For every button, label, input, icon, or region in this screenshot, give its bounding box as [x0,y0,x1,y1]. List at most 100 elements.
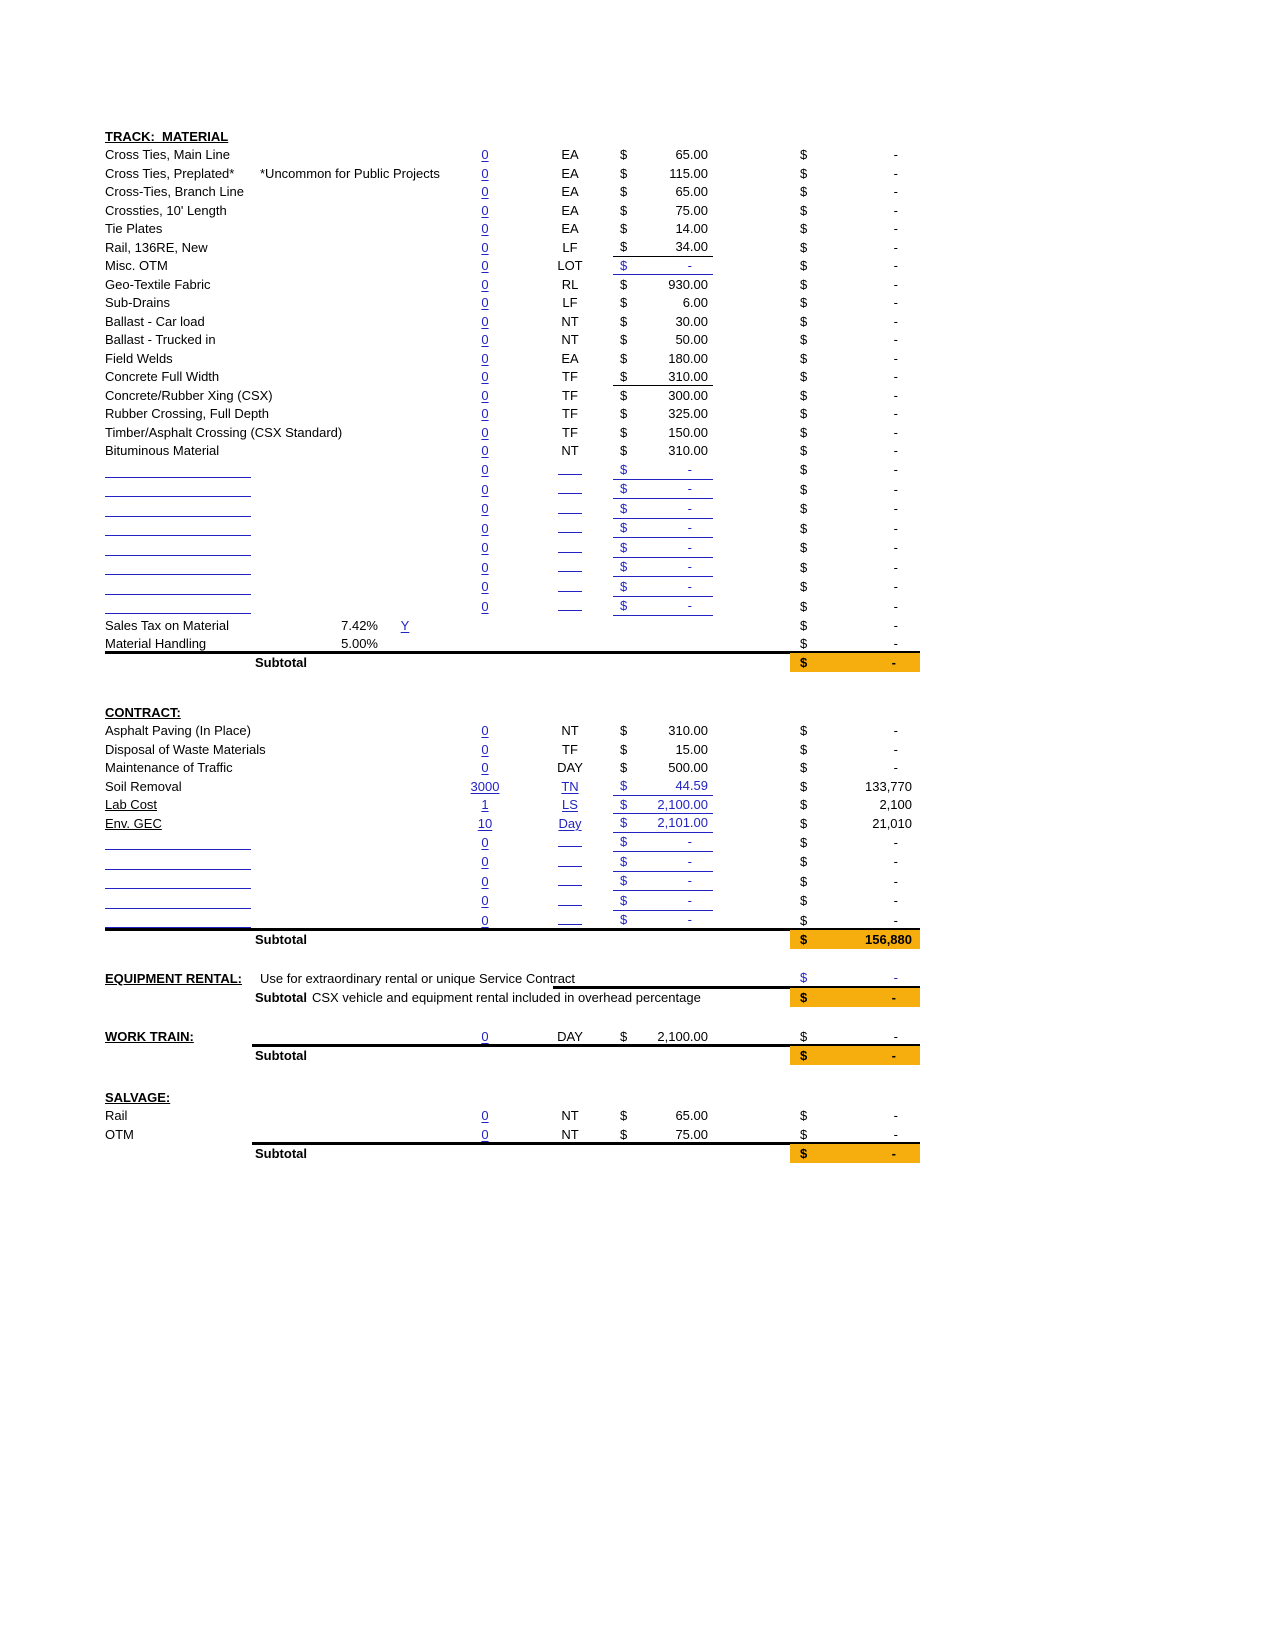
quantity-cell[interactable]: 0 [465,501,505,516]
unit-price-cell[interactable]: $ - [613,480,713,499]
quantity-cell[interactable]: 0 [465,388,505,403]
quantity-cell[interactable]: 0 [465,599,505,614]
quantity-cell[interactable]: 0 [465,221,505,236]
quantity-cell[interactable]: 10 [465,816,505,831]
quantity-value[interactable]: 0 [481,520,489,536]
blank-unit-line[interactable] [558,462,582,475]
quantity-cell[interactable]: 0 [465,521,505,536]
blank-label-line[interactable] [105,598,251,614]
quantity-cell[interactable]: 0 [465,147,505,162]
blank-label-line[interactable] [105,912,251,928]
quantity-cell[interactable]: 0 [465,369,505,384]
blank-label-line[interactable] [105,579,251,595]
quantity-value[interactable]: 0 [481,443,489,459]
quantity-value[interactable]: 0 [481,579,489,595]
blank-unit-line[interactable] [558,854,582,867]
unit-price-cell[interactable]: $ - [613,499,713,519]
unit-cell[interactable] [545,893,595,909]
quantity-value[interactable]: 0 [481,332,489,348]
quantity-cell[interactable]: 0 [465,203,505,218]
quantity-value[interactable]: 0 [481,1126,489,1142]
unit-price-cell[interactable]: $ - [613,538,713,558]
quantity-value[interactable]: 0 [481,387,489,403]
quantity-cell[interactable]: 0 [465,874,505,889]
blank-unit-line[interactable] [558,912,582,926]
quantity-value[interactable]: 0 [481,369,489,385]
unit-price-cell[interactable]: $ - [613,872,713,891]
quantity-value[interactable]: 0 [481,221,489,237]
unit-cell[interactable]: Day [545,816,595,831]
unit-price-cell[interactable]: $ - [613,833,713,852]
quantity-cell[interactable]: 0 [465,540,505,555]
quantity-value[interactable]: 0 [481,406,489,422]
quantity-cell[interactable]: 0 [465,240,505,255]
quantity-value[interactable]: 0 [481,424,489,440]
quantity-value[interactable]: 0 [481,350,489,366]
unit-cell[interactable] [545,834,595,850]
quantity-value[interactable]: 0 [481,258,489,274]
unit-price-cell[interactable]: $ - [613,597,713,616]
unit-price-cell[interactable]: $2,101.00 [613,814,713,833]
unit-cell[interactable] [545,520,595,536]
quantity-value[interactable]: 0 [481,202,489,218]
quantity-cell[interactable]: 0 [465,184,505,199]
blank-unit-line[interactable] [558,520,582,534]
quantity-value[interactable]: 0 [481,912,489,928]
blank-label-line[interactable] [105,540,251,556]
quantity-cell[interactable]: 1 [465,797,505,812]
unit-value[interactable]: TN [561,778,579,794]
quantity-cell[interactable]: 0 [465,258,505,273]
unit-price-cell[interactable]: $ - [613,460,713,480]
quantity-cell[interactable]: 0 [465,425,505,440]
quantity-value[interactable]: 0 [481,295,489,311]
quantity-cell[interactable]: 0 [465,1127,505,1142]
unit-cell[interactable] [545,559,595,575]
blank-unit-line[interactable] [558,559,582,573]
blank-label-line[interactable] [105,854,251,870]
quantity-value[interactable]: 0 [481,760,489,776]
blank-label-line[interactable] [105,481,251,497]
unit-price-cell[interactable]: $44.59 [613,777,713,796]
quantity-cell[interactable]: 0 [465,314,505,329]
quantity-cell[interactable]: 0 [465,835,505,850]
unit-cell[interactable]: TN [545,779,595,794]
unit-value[interactable]: LS [562,797,578,813]
blank-label-line[interactable] [105,559,251,575]
quantity-cell[interactable]: 0 [465,760,505,775]
blank-unit-line[interactable] [558,481,582,495]
quantity-value[interactable]: 0 [481,854,489,870]
quantity-cell[interactable]: 0 [465,579,505,594]
quantity-value[interactable]: 0 [481,559,489,575]
blank-label-line[interactable] [105,834,251,850]
quantity-value[interactable]: 0 [481,239,489,255]
quantity-cell[interactable]: 0 [465,893,505,908]
blank-label-line[interactable] [105,501,251,517]
unit-cell[interactable] [545,854,595,870]
unit-cell[interactable] [545,598,595,614]
quantity-value[interactable]: 0 [481,723,489,739]
quantity-cell[interactable]: 0 [465,482,505,497]
quantity-cell[interactable]: 0 [465,1029,505,1044]
unit-price-cell[interactable]: $ - [613,519,713,538]
unit-cell[interactable] [545,873,595,889]
quantity-value[interactable]: 0 [481,598,489,614]
blank-unit-line[interactable] [558,579,582,592]
unit-cell[interactable] [545,579,595,595]
blank-label-line[interactable] [105,873,251,889]
quantity-value[interactable]: 0 [481,1029,489,1045]
blank-unit-line[interactable] [558,873,582,887]
quantity-value[interactable]: 0 [481,741,489,757]
blank-unit-line[interactable] [558,598,582,612]
quantity-value[interactable]: 10 [477,815,493,831]
unit-price-cell[interactable]: $ - [613,558,713,577]
quantity-cell[interactable]: 0 [465,406,505,421]
blank-unit-line[interactable] [558,834,582,848]
quantity-value[interactable]: 0 [481,165,489,181]
unit-cell[interactable] [545,481,595,497]
quantity-value[interactable]: 0 [481,313,489,329]
unit-price-cell[interactable]: $2,100.00 [613,796,713,814]
unit-value[interactable]: Day [558,815,582,831]
quantity-value[interactable]: 0 [481,501,489,517]
unit-price-cell[interactable]: $ - [613,577,713,597]
unit-cell[interactable] [545,462,595,478]
